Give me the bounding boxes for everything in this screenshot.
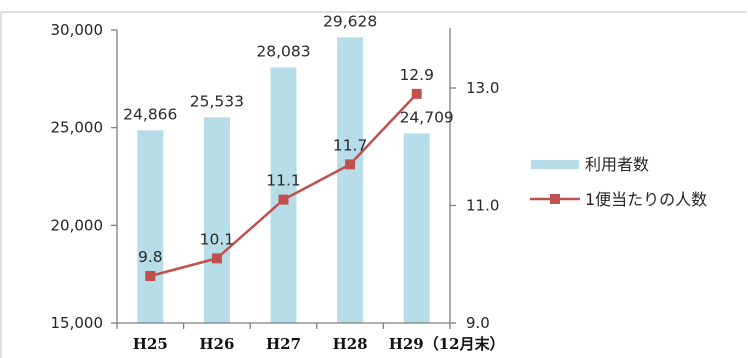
x-category-label: H27	[266, 335, 301, 353]
y-left-tick-label: 15,000	[51, 314, 104, 332]
bar-value-label: 28,083	[256, 42, 310, 60]
line-value-label: 12.9	[399, 66, 434, 84]
legend-line-label: 1便当たりの人数	[585, 190, 707, 209]
line-value-label: 11.1	[266, 172, 301, 190]
y-right-tick-label: 13.0	[466, 79, 499, 97]
line-value-label: 11.7	[333, 136, 368, 154]
x-category-label: H25	[133, 335, 168, 353]
line-marker-3	[278, 194, 289, 205]
line-marker-5	[411, 88, 422, 99]
line-marker-2	[211, 253, 222, 264]
x-category-label: H29（12月末）	[389, 335, 505, 353]
bar-value-label: 24,866	[123, 105, 177, 123]
bar-1	[137, 130, 164, 323]
line-value-label: 10.1	[200, 230, 235, 248]
bar-2	[203, 117, 230, 323]
bar-value-label: 29,628	[323, 12, 377, 30]
bar-4	[337, 37, 364, 324]
bar-value-label: 25,533	[190, 92, 244, 110]
legend-line-marker	[550, 194, 560, 204]
y-left-tick-label: 30,000	[51, 21, 104, 39]
y-left-tick-label: 25,000	[51, 119, 104, 137]
y-right-tick-label: 11.0	[466, 197, 499, 215]
bar-value-label: 24,709	[400, 108, 454, 126]
bar-5	[403, 133, 430, 323]
line-value-label: 9.8	[138, 248, 163, 266]
line-marker-4	[345, 159, 356, 170]
legend-bar-label: 利用者数	[585, 155, 649, 174]
legend-bar-swatch	[531, 160, 579, 169]
x-category-label: H26	[199, 335, 234, 353]
y-left-tick-label: 20,000	[51, 216, 104, 234]
line-marker-1	[145, 271, 156, 281]
x-category-label: H28	[333, 335, 368, 353]
y-right-tick-label: 9.0	[466, 314, 490, 332]
